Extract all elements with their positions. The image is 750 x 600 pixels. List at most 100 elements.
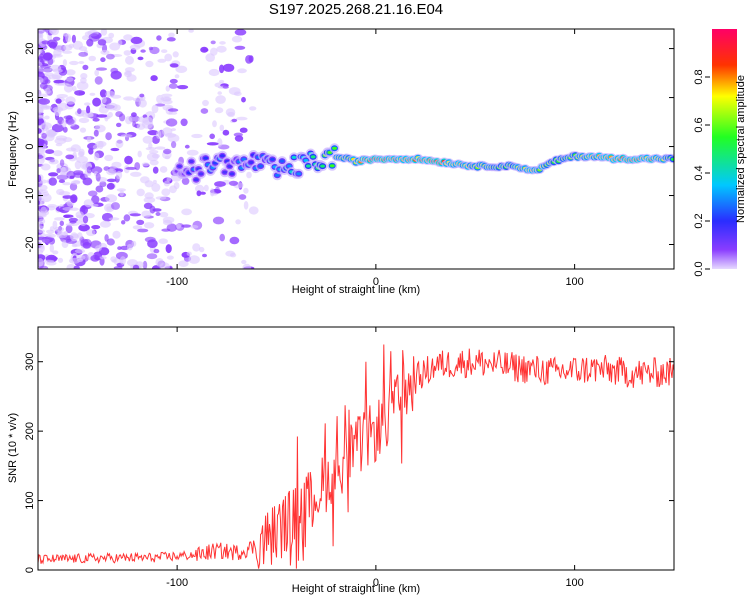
noise-blob — [44, 79, 51, 84]
noise-blob — [82, 64, 89, 70]
noise-blob — [53, 150, 63, 157]
noise-blob — [152, 179, 157, 185]
noise-blob — [92, 117, 100, 122]
ridge-core — [241, 157, 247, 161]
noise-blob — [91, 195, 100, 204]
noise-blob — [161, 188, 171, 196]
noise-blob — [248, 55, 254, 63]
x-tick-label: -100 — [166, 276, 188, 288]
noise-blob — [40, 206, 47, 215]
noise-blob — [62, 182, 72, 186]
noise-blob — [82, 177, 93, 186]
ridge-core — [332, 146, 337, 150]
noise-blob — [62, 59, 67, 67]
noise-blob — [132, 121, 137, 128]
noise-blob — [65, 96, 76, 105]
noise-blob — [78, 91, 85, 96]
noise-blob — [146, 253, 158, 260]
ridge-core — [286, 164, 292, 168]
noise-blob — [164, 53, 173, 62]
colorbar: 0.0 0.2 0.4 0.6 0.8 Normalized spectral ampl… — [693, 29, 747, 277]
noise-blob — [238, 194, 247, 200]
noise-blob — [110, 147, 120, 152]
noise-blob — [151, 183, 161, 192]
x-tick-label: 100 — [565, 577, 583, 589]
noise-blob — [168, 111, 178, 115]
noise-blob — [239, 127, 248, 133]
noise-blob — [209, 133, 215, 140]
noise-blob — [56, 168, 61, 174]
noise-blob — [209, 188, 215, 197]
noise-blob — [47, 204, 57, 208]
noise-blob — [66, 77, 74, 82]
noise-blob — [136, 123, 146, 130]
noise-blob — [141, 162, 150, 167]
noise-blob — [66, 264, 76, 269]
noise-blob — [154, 146, 166, 150]
noise-blob — [84, 102, 91, 106]
noise-blob — [152, 208, 162, 212]
noise-blob — [83, 199, 94, 208]
noise-blob — [212, 120, 217, 128]
noise-blob — [156, 130, 162, 139]
noise-blob — [199, 246, 205, 253]
ridge-core — [305, 164, 311, 168]
noise-blob — [156, 35, 162, 41]
noise-blob — [168, 83, 178, 89]
noise-blob — [65, 69, 76, 76]
noise-blob — [228, 87, 241, 96]
noise-blob — [219, 79, 225, 83]
noise-blob — [48, 172, 59, 177]
noise-blob — [38, 89, 42, 98]
noise-blob — [73, 170, 84, 176]
noise-blob — [70, 207, 79, 211]
noise-blob — [155, 212, 161, 216]
noise-blob — [214, 186, 220, 194]
noise-blob — [123, 50, 131, 56]
noise-blob — [38, 115, 44, 119]
noise-blob — [97, 39, 107, 46]
noise-blob — [111, 161, 122, 169]
noise-blob — [71, 34, 76, 43]
ridge-core — [291, 155, 297, 159]
noise-blob — [241, 259, 247, 265]
snr-frame — [37, 326, 675, 571]
noise-blob — [215, 95, 226, 104]
noise-blob — [55, 135, 68, 141]
noise-blob — [123, 96, 135, 101]
noise-blob — [106, 238, 115, 246]
noise-blob — [191, 133, 203, 139]
noise-blob — [136, 188, 145, 197]
noise-blob — [188, 29, 194, 33]
colorbar-tick-label: 0.8 — [693, 69, 705, 84]
noise-blob — [174, 74, 180, 79]
ridge-core — [248, 160, 254, 164]
x-tick-label: -100 — [166, 577, 188, 589]
noise-blob — [147, 239, 158, 249]
noise-blob — [52, 250, 59, 255]
noise-blob — [149, 205, 156, 214]
ridge-core — [274, 173, 280, 177]
x-tick-label: 100 — [565, 276, 583, 288]
noise-blob — [222, 85, 229, 89]
noise-blob — [106, 168, 117, 176]
noise-blob — [164, 155, 171, 160]
noise-blob — [38, 33, 44, 38]
noise-blob — [200, 108, 209, 114]
noise-blob — [181, 208, 193, 216]
noise-blob — [38, 193, 42, 201]
noise-blob — [46, 129, 56, 137]
noise-blob — [243, 187, 249, 194]
ridge-core — [198, 172, 204, 176]
noise-blob — [87, 190, 98, 197]
ridge-core — [279, 159, 285, 163]
noise-blob — [39, 184, 48, 191]
colorbar-gradient — [712, 29, 737, 269]
noise-blob — [86, 105, 91, 114]
snr-panel: -100 0 100 0 100 200 300 Height of straight li… — [7, 326, 675, 595]
noise-blob — [88, 148, 94, 155]
colorbar-axes: 0.0 0.2 0.4 0.6 0.8 — [693, 69, 710, 277]
noise-blob — [138, 99, 147, 108]
noise-blob — [95, 185, 104, 193]
